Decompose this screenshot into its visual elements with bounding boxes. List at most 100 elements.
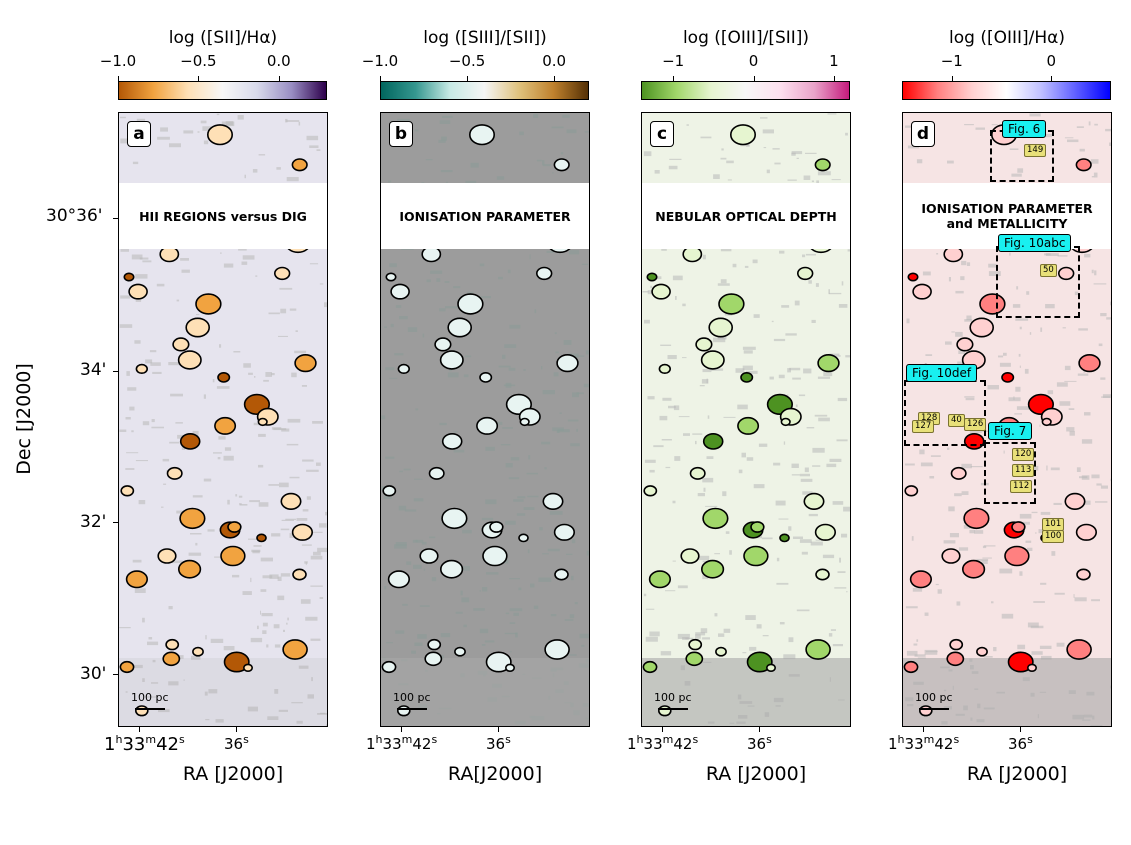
noise-pixel bbox=[1003, 450, 1005, 454]
noise-pixel bbox=[829, 458, 842, 462]
noise-pixel bbox=[151, 419, 155, 423]
hii-region-contour bbox=[428, 466, 445, 480]
noise-pixel bbox=[720, 279, 727, 284]
hii-region-contour bbox=[746, 651, 773, 673]
colorbar-label: log ([OIII]/[SII]) bbox=[682, 28, 810, 48]
noise-pixel bbox=[774, 162, 781, 165]
noise-pixel bbox=[570, 443, 580, 447]
noise-pixel bbox=[440, 633, 451, 638]
noise-pixel bbox=[756, 624, 762, 629]
noise-pixel bbox=[682, 303, 686, 307]
noise-pixel bbox=[945, 341, 952, 345]
noise-pixel bbox=[504, 632, 518, 635]
noise-pixel bbox=[1039, 424, 1041, 427]
noise-pixel bbox=[758, 443, 768, 447]
noise-pixel bbox=[794, 300, 800, 306]
hii-region-contour bbox=[708, 317, 733, 338]
noise-pixel bbox=[463, 374, 469, 378]
noise-pixel bbox=[1009, 252, 1011, 256]
noise-pixel bbox=[742, 346, 756, 350]
noise-pixel bbox=[1110, 301, 1111, 306]
scale-bar-label: 100 pc bbox=[393, 691, 431, 704]
noise-pixel bbox=[924, 649, 938, 655]
noise-pixel bbox=[700, 136, 712, 139]
noise-pixel bbox=[142, 260, 152, 263]
hii-region-contour bbox=[217, 371, 231, 383]
noise-pixel bbox=[127, 387, 137, 391]
panel-letter: d bbox=[911, 121, 935, 147]
noise-pixel bbox=[1027, 547, 1033, 551]
noise-pixel bbox=[301, 544, 312, 546]
noise-pixel bbox=[1090, 159, 1099, 164]
noise-pixel bbox=[1056, 642, 1065, 647]
noise-pixel bbox=[233, 351, 241, 353]
noise-pixel bbox=[157, 136, 170, 140]
noise-pixel bbox=[277, 595, 285, 601]
noise-pixel bbox=[682, 357, 687, 359]
noise-pixel bbox=[922, 271, 931, 276]
noise-pixel bbox=[817, 171, 831, 176]
noise-pixel bbox=[1015, 386, 1021, 392]
noise-pixel bbox=[445, 181, 448, 183]
noise-pixel bbox=[803, 175, 811, 180]
noise-pixel bbox=[263, 379, 269, 382]
noise-pixel bbox=[120, 295, 131, 299]
noise-pixel bbox=[1096, 483, 1102, 486]
noise-pixel bbox=[788, 637, 794, 643]
noise-pixel bbox=[429, 536, 436, 539]
noise-pixel bbox=[726, 160, 734, 164]
noise-pixel bbox=[455, 611, 463, 614]
noise-pixel bbox=[295, 330, 298, 332]
noise-pixel bbox=[656, 276, 662, 280]
noise-pixel bbox=[485, 499, 497, 505]
hii-region-contour bbox=[419, 548, 439, 564]
noise-pixel bbox=[253, 545, 262, 547]
y-tick bbox=[113, 218, 118, 219]
noise-pixel bbox=[411, 650, 416, 654]
noise-pixel bbox=[496, 176, 505, 180]
noise-pixel bbox=[398, 505, 407, 511]
hii-region-contour bbox=[166, 466, 183, 480]
noise-pixel bbox=[546, 250, 555, 253]
noise-pixel bbox=[479, 263, 485, 267]
noise-pixel bbox=[958, 547, 969, 551]
colorbar-tick bbox=[673, 76, 675, 81]
noise-pixel bbox=[645, 636, 658, 642]
noise-pixel bbox=[1050, 467, 1060, 471]
noise-pixel bbox=[460, 590, 463, 596]
noise-pixel bbox=[502, 354, 506, 359]
noise-pixel bbox=[273, 428, 287, 431]
noise-pixel bbox=[947, 447, 950, 450]
noise-pixel bbox=[563, 340, 572, 345]
noise-pixel bbox=[190, 533, 202, 535]
hii-region-contour bbox=[177, 559, 202, 579]
colorbar bbox=[118, 81, 327, 100]
noise-pixel bbox=[836, 439, 848, 442]
noise-pixel bbox=[431, 577, 437, 582]
noise-pixel bbox=[826, 463, 837, 468]
noise-pixel bbox=[305, 616, 318, 621]
noise-pixel bbox=[812, 447, 825, 453]
masked-strip bbox=[381, 658, 589, 726]
noise-pixel bbox=[181, 269, 190, 273]
noise-pixel bbox=[470, 162, 479, 168]
hii-region-contour bbox=[207, 124, 234, 146]
noise-pixel bbox=[156, 283, 165, 287]
noise-pixel bbox=[486, 572, 499, 575]
noise-pixel bbox=[254, 376, 256, 378]
noise-pixel bbox=[814, 414, 828, 417]
noise-pixel bbox=[653, 445, 664, 448]
noise-pixel bbox=[1040, 511, 1051, 515]
noise-pixel bbox=[384, 586, 387, 590]
noise-pixel bbox=[661, 439, 672, 441]
noise-pixel bbox=[702, 477, 714, 483]
noise-pixel bbox=[168, 606, 173, 610]
noise-pixel bbox=[415, 408, 419, 411]
scale-bar-label: 100 pc bbox=[915, 691, 953, 704]
noise-pixel bbox=[439, 422, 447, 426]
noise-pixel bbox=[168, 681, 179, 686]
region-id-label: 149 bbox=[1024, 144, 1047, 157]
noise-pixel bbox=[697, 493, 705, 497]
noise-pixel bbox=[775, 500, 786, 506]
noise-pixel bbox=[668, 405, 676, 409]
